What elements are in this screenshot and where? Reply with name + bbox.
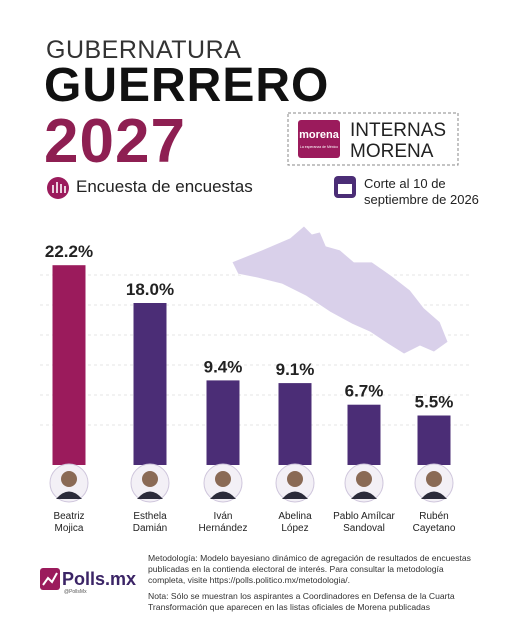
survey-icon-bars <box>52 182 66 193</box>
chart-title: GUERRERO <box>44 59 330 112</box>
value-label: 22.2% <box>45 242 93 261</box>
candidate-body <box>282 491 308 499</box>
candidate-body <box>421 491 447 499</box>
value-label: 6.7% <box>345 382 384 401</box>
candidate-face <box>426 471 442 487</box>
brand-handle: @PollsMx <box>64 589 87 595</box>
kicker: GUBERNATURA <box>46 36 242 64</box>
candidate-body <box>210 491 236 499</box>
x-tick-label: Rubén Cayetano <box>412 511 456 534</box>
value-label: 18.0% <box>126 280 174 299</box>
candidate-face <box>215 471 231 487</box>
party-logo: morena <box>299 129 340 141</box>
candidate-face <box>356 471 372 487</box>
x-tick-label: Esthela Damián <box>132 511 168 534</box>
state-map <box>231 225 449 355</box>
badge-frame <box>287 112 459 166</box>
year: 2027 <box>44 107 186 176</box>
bar <box>278 383 312 465</box>
note: Nota: Sólo se muestran los aspirantes a … <box>148 591 455 612</box>
bar <box>133 303 167 465</box>
x-tick-label: Iván Hernández <box>198 511 248 534</box>
badge-text: INTERNAS MORENA <box>350 120 447 162</box>
candidate-face <box>142 471 158 487</box>
x-tick-label: Abelina López <box>278 511 312 534</box>
brand: Polls.mx <box>62 569 137 589</box>
party-tagline: La esperanza de México <box>300 145 338 149</box>
bar <box>417 415 451 465</box>
value-label: 9.1% <box>276 360 315 379</box>
cutoff-date: Corte al 10 de septiembre de 2026 <box>364 176 479 207</box>
candidate-face <box>61 471 77 487</box>
calendar-page <box>338 184 352 194</box>
x-tick-label: Pablo Amílcar Sandoval <box>333 511 395 534</box>
methodology: Metodología: Modelo bayesiano dinámico d… <box>148 553 471 585</box>
survey-icon <box>47 177 69 199</box>
candidate-face <box>287 471 303 487</box>
candidate-body <box>56 491 82 499</box>
candidate-body <box>137 491 163 499</box>
bar <box>206 380 240 465</box>
bar <box>52 265 86 465</box>
brand-icon-line <box>42 572 58 586</box>
value-label: 9.4% <box>204 357 243 376</box>
party-logo-box <box>298 120 340 158</box>
value-label: 5.5% <box>415 393 454 412</box>
x-tick-label: Beatriz Mojica <box>53 511 85 534</box>
bar <box>347 404 381 465</box>
subtitle: Encuesta de encuestas <box>76 177 253 196</box>
candidate-body <box>351 491 377 499</box>
